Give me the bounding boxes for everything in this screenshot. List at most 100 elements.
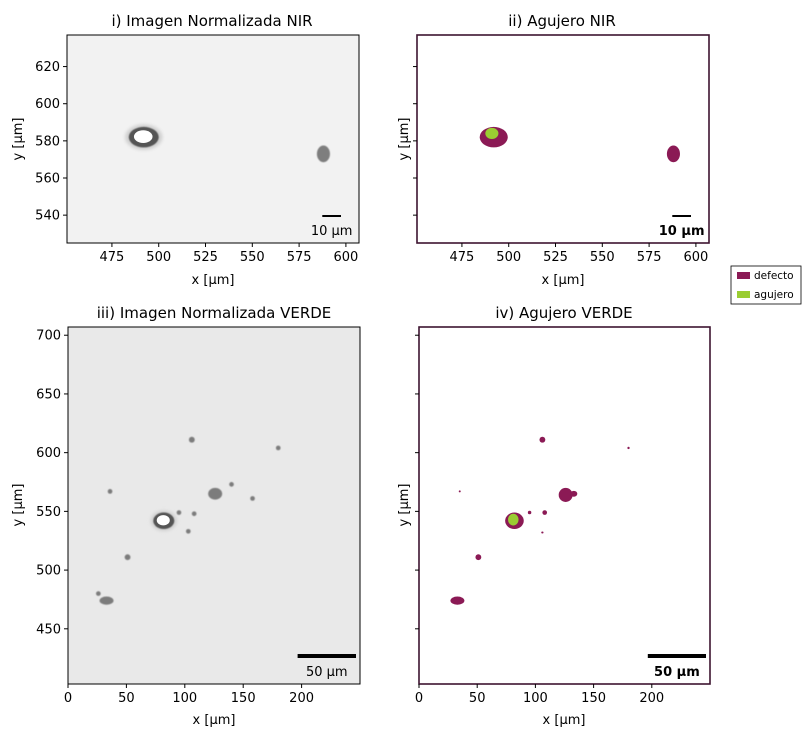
panel-2-xtick-label-0: 475 <box>450 250 475 265</box>
panel-3-feature-spot-7 <box>107 489 113 494</box>
panel-2-image <box>417 35 709 243</box>
panel-1-xtick-label-0: 475 <box>100 250 125 265</box>
panel-3-frame <box>67 326 361 685</box>
panel-3-feature-center <box>156 515 170 526</box>
panel-3-scalebar-label: 50 µm <box>306 665 348 680</box>
panel-1-scalebar: 10 µm <box>311 215 353 239</box>
panel-3-feature-spot-11 <box>250 496 255 501</box>
panel-1-xtick-label-2: 525 <box>193 250 218 265</box>
panel-4-scalebar-label: 50 µm <box>654 665 700 680</box>
panel-3-xlabel: x [µm] <box>193 713 236 728</box>
panel-1-frame <box>66 34 360 244</box>
panel-1-x-ticks: 475 500 525 550 575 600 <box>100 243 358 265</box>
panel-3-x-ticks: 0 50 100 150 200 <box>64 684 314 706</box>
panel-1-xlabel: x [µm] <box>192 273 235 288</box>
panel-3-xtick-label-3: 150 <box>231 691 256 706</box>
panel-3: iii) Imagen Normalizada VERDE 0 50 100 150 2… <box>11 304 361 728</box>
panel-1-xtick-label-1: 500 <box>146 250 171 265</box>
panel-1-image <box>67 35 359 243</box>
panel-4-defect-5 <box>475 554 482 561</box>
panel-1-ytick-label-3: 600 <box>35 97 60 112</box>
panel-4-xtick-label-3: 150 <box>581 691 606 706</box>
panel-2-xlabel: x [µm] <box>542 273 585 288</box>
panel-4-y-ticks <box>415 334 419 630</box>
panel-3-feature-ring-0 <box>150 510 177 532</box>
panel-3-feature-spot-9 <box>185 528 191 534</box>
legend-label-defecto: defecto <box>754 270 794 282</box>
panel-3-y-ticks: 450 500 550 600 650 700 <box>36 329 68 637</box>
panel-4-xtick-label-1: 50 <box>469 691 486 706</box>
panel-4-scalebar-bar <box>647 654 706 658</box>
panel-1-feature-spot-1 <box>316 145 330 163</box>
panel-1-ytick-label-2: 580 <box>35 134 60 149</box>
panel-4-scalebar: 50 µm <box>647 654 706 680</box>
panel-2-x-ticks: 475 500 525 550 575 600 <box>450 243 708 265</box>
panel-2-scalebar: 10 µm <box>659 215 705 239</box>
panel-3-image <box>68 327 360 684</box>
legend-swatch-agujero <box>737 291 750 298</box>
panel-4-defect-9 <box>541 531 544 534</box>
panel-4-defect-3 <box>570 490 578 497</box>
panel-4-xlabel: x [µm] <box>543 713 586 728</box>
panel-1-ytick-label-1: 560 <box>35 172 60 187</box>
panel-2-ylabel: y [µm] <box>397 118 412 161</box>
panel-4-frame <box>418 326 711 685</box>
legend-swatch-defecto <box>737 272 750 279</box>
panel-1-xtick-label-3: 550 <box>240 250 265 265</box>
panel-1-scalebar-label: 10 µm <box>311 224 353 239</box>
panel-3-ytick-label-1: 500 <box>36 564 61 579</box>
panel-3-ylabel: y [µm] <box>11 484 26 527</box>
panel-2-xtick-label-5: 600 <box>683 250 708 265</box>
panel-3-xtick-label-2: 100 <box>172 691 197 706</box>
panel-4-defect-7 <box>542 510 548 515</box>
panel-4-background <box>419 327 710 684</box>
panel-3-scalebar: 50 µm <box>297 654 356 680</box>
panel-1-scalebar-bar <box>322 215 341 217</box>
panel-3-feature-spot-5 <box>176 510 182 515</box>
panel-1-ytick-label-0: 540 <box>35 209 60 224</box>
panel-1-title: i) Imagen Normalizada NIR <box>111 12 312 30</box>
panel-4-image <box>419 327 710 684</box>
panel-4-defect-1 <box>450 596 465 605</box>
panel-1-ylabel: y [µm] <box>11 118 26 161</box>
panel-3-feature-spot-12 <box>96 591 101 596</box>
panel-3-feature-spot-4 <box>124 554 131 561</box>
panel-1-xtick-label-5: 600 <box>333 250 358 265</box>
panel-3-feature-spot-10 <box>229 482 234 487</box>
panel-1-feature-ring-0 <box>125 124 163 150</box>
panel-3-title: iii) Imagen Normalizada VERDE <box>97 304 332 322</box>
panel-2: ii) Agujero NIR 475 500 525 550 575 600 10 µm… <box>397 12 710 288</box>
panel-2-hole-0 <box>485 127 499 139</box>
legend-label-agujero: agujero <box>754 289 794 301</box>
panel-1: i) Imagen Normalizada NIR 475 500 525 550 57… <box>11 12 360 288</box>
panel-4-ylabel: y [µm] <box>397 484 412 527</box>
panel-3-scalebar-bar <box>297 654 356 658</box>
panel-4-x-ticks: 0 50 100 150 200 <box>415 684 664 706</box>
panel-4-xtick-label-0: 0 <box>415 691 423 706</box>
panel-4-defect-2 <box>558 487 573 502</box>
panel-2-xtick-label-2: 525 <box>543 250 568 265</box>
panel-4-defect-6 <box>527 510 532 515</box>
panel-3-feature-spot-3 <box>188 436 195 443</box>
panel-2-scalebar-bar <box>672 215 691 217</box>
panel-3-ytick-label-5: 700 <box>36 329 61 344</box>
panel-3-background <box>68 327 360 684</box>
panel-4-xtick-label-2: 100 <box>523 691 548 706</box>
panel-2-title: ii) Agujero NIR <box>508 12 616 30</box>
panel-3-xtick-label-0: 0 <box>64 691 72 706</box>
panel-2-xtick-label-1: 500 <box>496 250 521 265</box>
panel-3-feature-spot-8 <box>275 445 281 451</box>
panel-3-feature-spot-6 <box>191 511 197 517</box>
panel-4-title: iv) Agujero VERDE <box>495 304 632 322</box>
panel-2-background <box>417 35 709 243</box>
panel-2-y-ticks <box>413 66 417 216</box>
panel-1-feature-center <box>133 130 153 143</box>
panel-1-y-ticks: 540 560 580 600 620 <box>35 60 67 224</box>
panel-1-background <box>67 35 359 243</box>
panel-4-defect-10 <box>458 490 461 493</box>
panel-3-ytick-label-4: 650 <box>36 387 61 402</box>
panel-3-ytick-label-3: 600 <box>36 446 61 461</box>
panel-4-defect-8 <box>627 446 630 450</box>
legend: defecto agujero <box>730 265 802 305</box>
panel-4-xtick-label-4: 200 <box>639 691 664 706</box>
